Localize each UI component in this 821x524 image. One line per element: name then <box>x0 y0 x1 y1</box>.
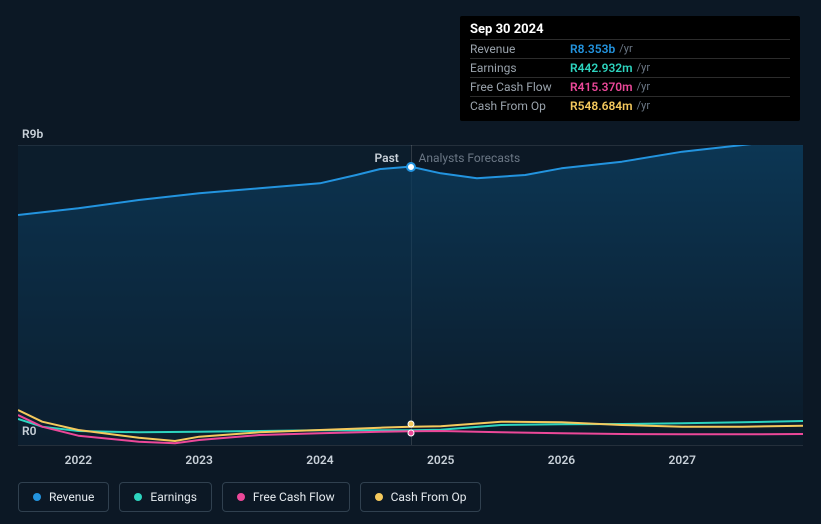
financial-chart: R9b R0 Past Analysts Forecasts 2022 2023 2… <box>0 0 821 524</box>
plot-area <box>18 145 803 445</box>
tooltip-row: Free Cash FlowR415.370m/yr <box>470 77 790 96</box>
x-tick-label: 2027 <box>669 453 696 467</box>
tooltip-row-label: Cash From Op <box>470 99 570 113</box>
tooltip-row-value: R442.932m <box>570 61 633 75</box>
divider-marker-revenue <box>406 162 416 172</box>
x-tick-label: 2023 <box>185 453 212 467</box>
tooltip-row-suffix: /yr <box>637 61 650 75</box>
tooltip-row: EarningsR442.932m/yr <box>470 58 790 77</box>
x-tick-label: 2024 <box>306 453 333 467</box>
tooltip-row-value: R8.353b <box>570 42 615 56</box>
divider-marker-fcf <box>407 430 414 437</box>
legend-label: Revenue <box>49 490 94 504</box>
legend-item-revenue[interactable]: Revenue <box>18 482 109 512</box>
chart-lines <box>18 145 803 445</box>
tooltip-row-label: Earnings <box>470 61 570 75</box>
legend-item-free-cash-flow[interactable]: Free Cash Flow <box>222 482 350 512</box>
tooltip-row-suffix: /yr <box>619 42 632 56</box>
x-tick-label: 2026 <box>548 453 575 467</box>
legend-label: Cash From Op <box>391 490 467 504</box>
legend: Revenue Earnings Free Cash Flow Cash From O… <box>18 482 481 512</box>
divider-marker-cfo <box>407 420 414 427</box>
legend-label: Free Cash Flow <box>253 490 335 504</box>
grid-line-bottom <box>18 445 803 446</box>
tooltip-row-value: R415.370m <box>570 80 633 94</box>
x-tick-label: 2022 <box>65 453 92 467</box>
tooltip-row-suffix: /yr <box>637 99 650 113</box>
tooltip-row-label: Free Cash Flow <box>470 80 570 94</box>
legend-item-cash-from-op[interactable]: Cash From Op <box>360 482 482 512</box>
tooltip-row-value: R548.684m <box>570 99 633 113</box>
legend-label: Earnings <box>150 490 197 504</box>
tooltip-row-label: Revenue <box>470 42 570 56</box>
legend-dot <box>375 493 383 501</box>
legend-item-earnings[interactable]: Earnings <box>119 482 212 512</box>
past-label: Past <box>375 151 399 165</box>
tooltip-row-suffix: /yr <box>637 80 650 94</box>
y-axis-top-label: R9b <box>22 127 43 141</box>
tooltip-row: Cash From OpR548.684m/yr <box>470 96 790 115</box>
y-axis-bottom-label: R0 <box>22 424 36 438</box>
x-tick-label: 2025 <box>427 453 454 467</box>
tooltip: Sep 30 2024 RevenueR8.353b/yrEarningsR44… <box>460 16 800 121</box>
legend-dot <box>134 493 142 501</box>
legend-dot <box>237 493 245 501</box>
legend-dot <box>33 493 41 501</box>
tooltip-row: RevenueR8.353b/yr <box>470 39 790 58</box>
tooltip-header: Sep 30 2024 <box>470 22 790 39</box>
forecast-label: Analysts Forecasts <box>419 151 521 165</box>
